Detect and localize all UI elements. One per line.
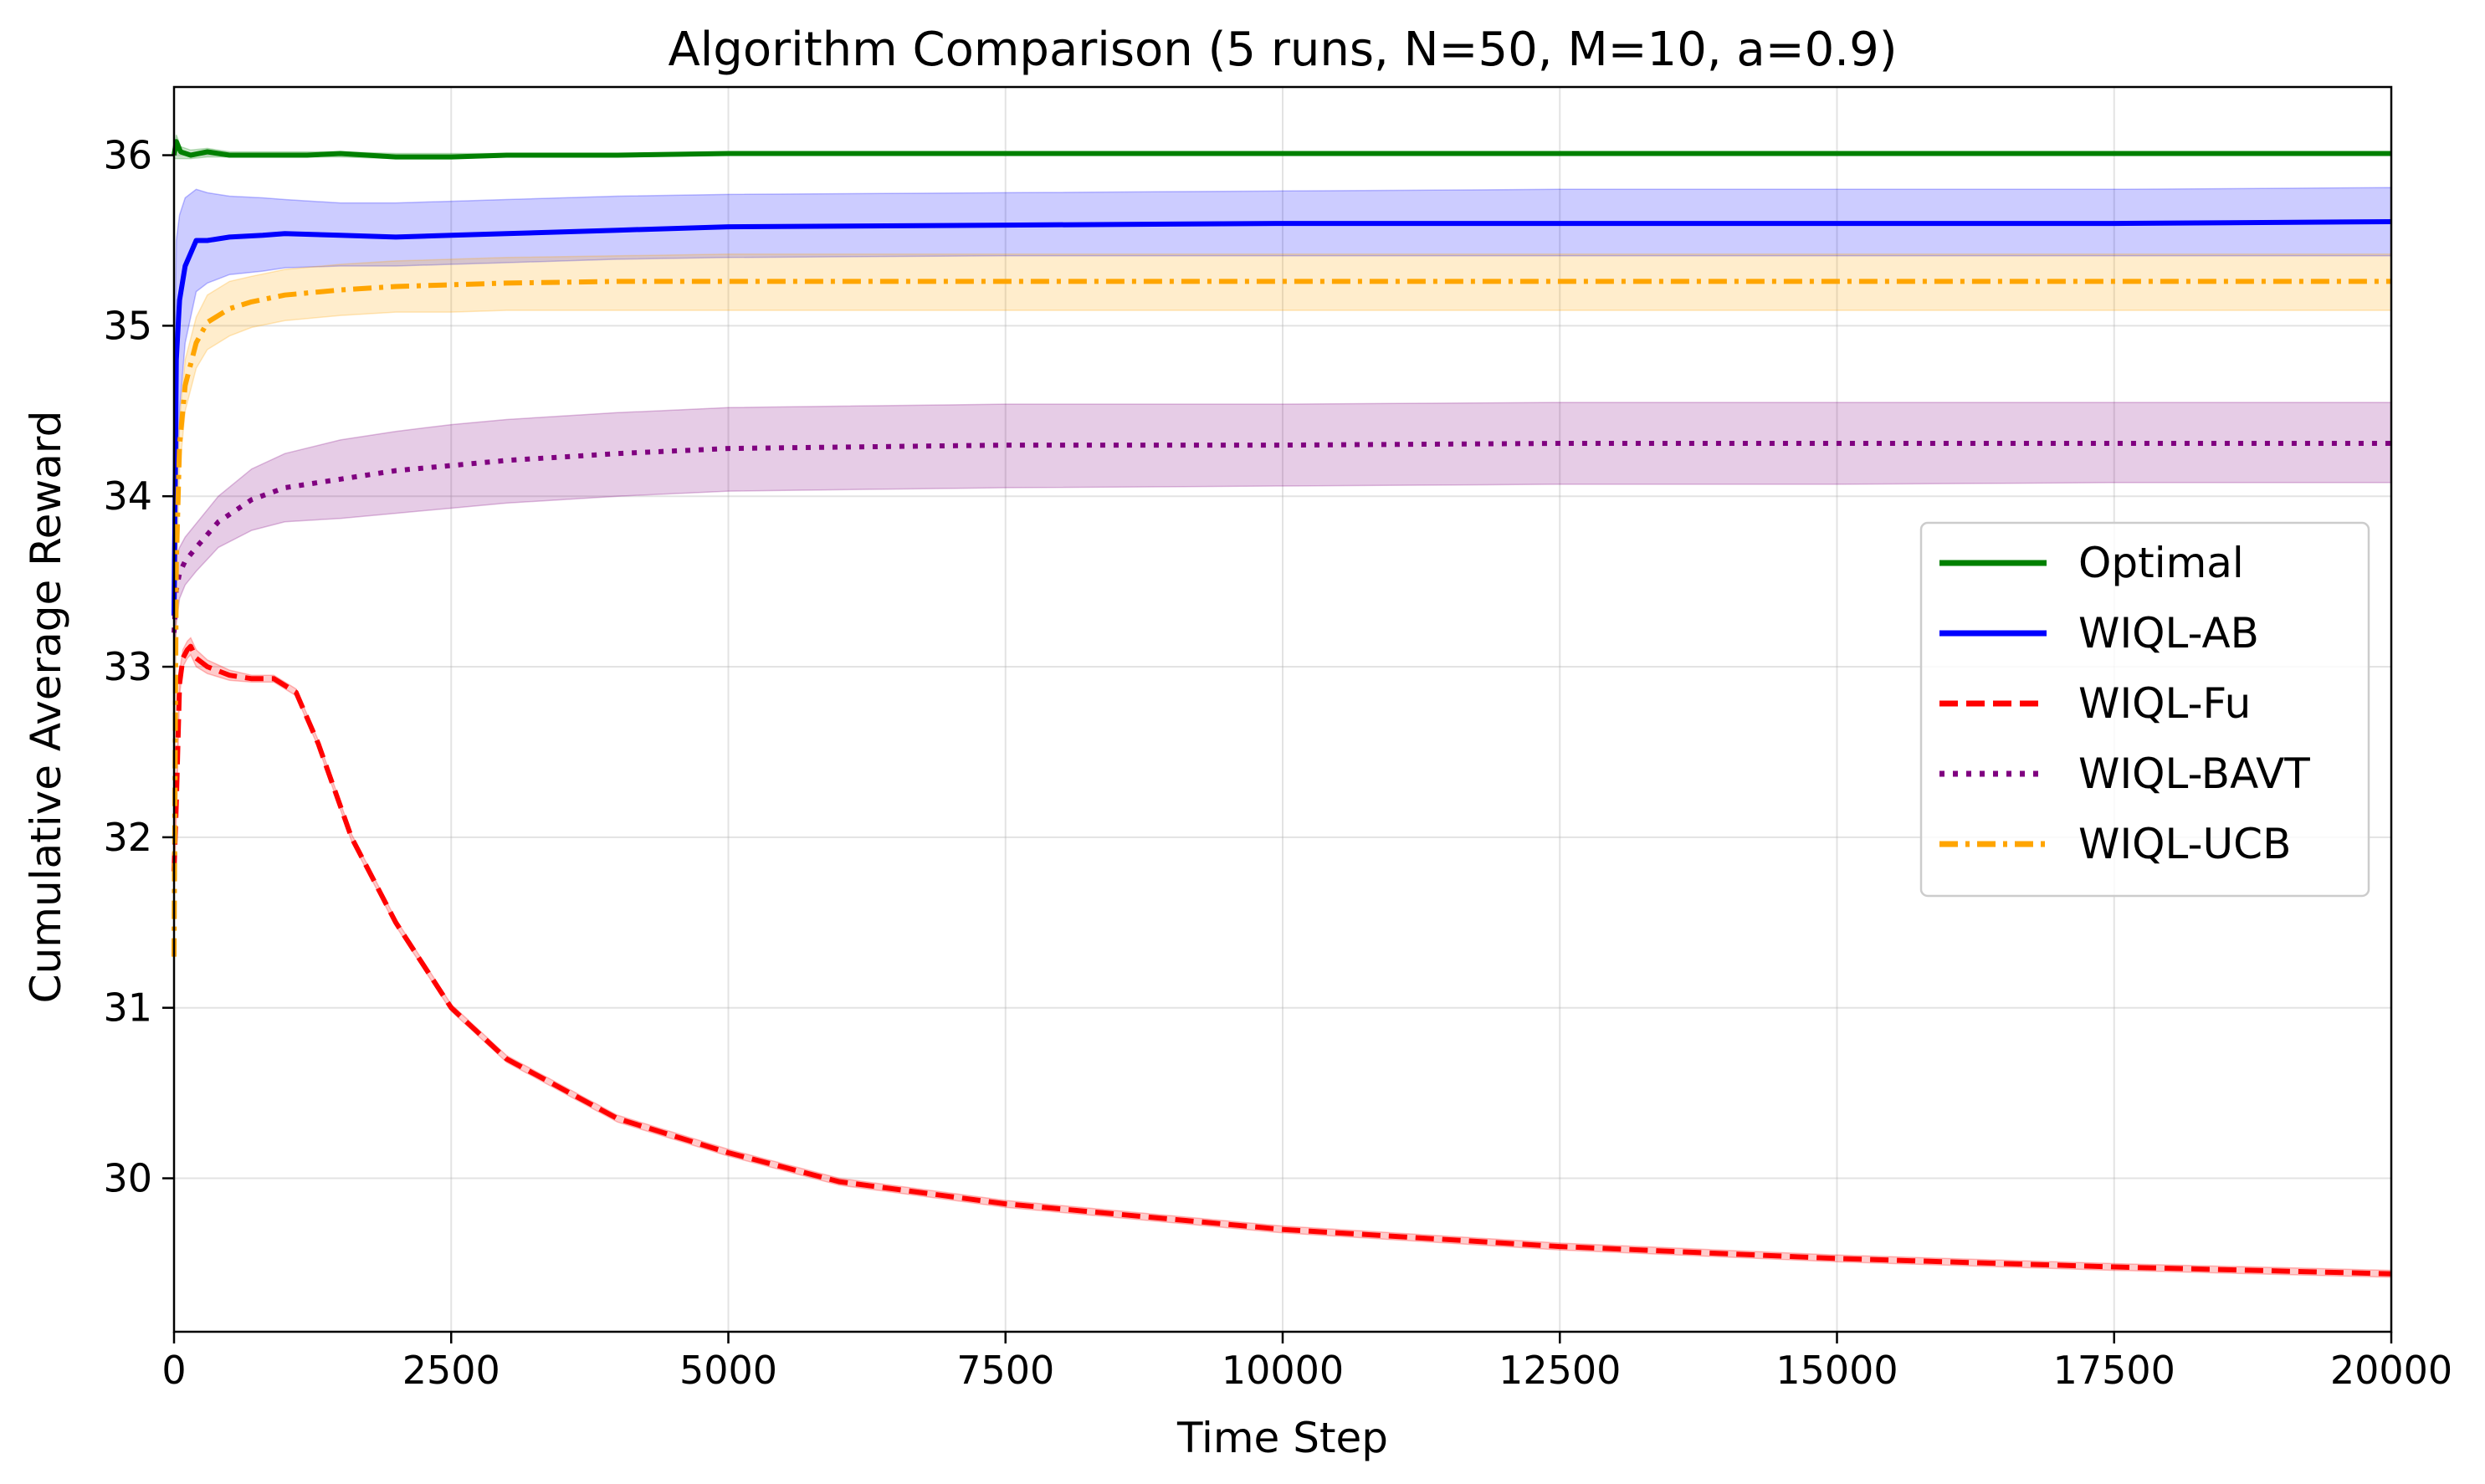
legend-label-wiql-ucb: WIQL-UCB [2078,820,2291,868]
x-tick-label: 12500 [1499,1348,1621,1393]
y-tick-label: 32 [103,815,152,860]
x-tick-label: 10000 [1222,1348,1344,1393]
series-line-wiql-ucb [172,279,2391,957]
legend-label-wiql-fu: WIQL-Fu [2078,679,2251,728]
series-line-wiql-fu [172,643,2392,1277]
series-line-wiql-ab [172,219,2392,616]
legend-label-optimal: Optimal [2078,539,2244,587]
legend-frame [1919,521,2370,898]
y-axis-label: Cumulative Average Reward [22,411,70,1004]
legend: Optimal WIQL-AB WIQL-Fu WIQL-BAVT WIQL-UCB [1919,521,2370,898]
y-tick-label: 36 [103,133,152,178]
x-tick-label: 0 [161,1348,186,1393]
series-lines [172,139,2392,1277]
x-tick-label: 2500 [402,1348,500,1393]
x-tick-label: 5000 [679,1348,777,1393]
x-tick-label: 15000 [1775,1348,1898,1393]
x-tick-label: 20000 [2330,1348,2452,1393]
y-tick-label: 34 [103,473,152,519]
axis-ticks: 0 2500 5000 7500 10000 12500 15000 17500 20000 30… [103,133,2452,1393]
legend-label-wiql-bavt: WIQL-BAVT [2078,750,2310,798]
y-tick-label: 33 [103,644,152,689]
legend-label-wiql-ab: WIQL-AB [2078,609,2259,658]
y-tick-label: 30 [103,1156,152,1201]
x-axis-label: Time Step [1176,1414,1388,1462]
y-tick-label: 31 [103,985,152,1031]
x-tick-label: 17500 [2053,1348,2175,1393]
y-tick-label: 35 [103,303,152,348]
x-tick-label: 7500 [956,1348,1054,1393]
series-line-optimal [172,139,2391,160]
chart-title: Algorithm Comparison (5 runs, N=50, M=10… [668,23,1897,77]
